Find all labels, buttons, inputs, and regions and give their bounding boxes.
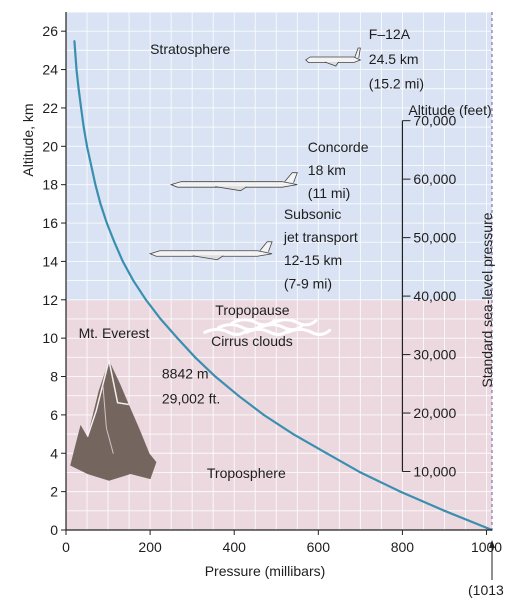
curve-point [237, 394, 240, 397]
curve-point [105, 222, 108, 224]
curve-point [121, 260, 124, 263]
aircraft-subsonic-jet-transport-fuselage [148, 250, 273, 257]
annotation-label: 29,002 ft. [162, 390, 220, 406]
curve-point [325, 452, 328, 455]
y-tick-label: 26 [42, 23, 58, 39]
annotation-label: Mt. Everest [79, 325, 150, 341]
aircraft-concorde-tail [284, 172, 298, 183]
y-tick-label: 18 [42, 177, 58, 193]
pressure-curve [73, 40, 493, 532]
illustrations [70, 47, 362, 481]
aircraft-f-12a-tail [354, 47, 361, 59]
annotation-label: (11 mi) [308, 185, 351, 201]
y-tick-label: 24 [42, 62, 58, 78]
aircraft-subsonic-jet-transport-wing [192, 255, 224, 261]
band-stratosphere [66, 12, 492, 300]
curve-point [292, 433, 294, 435]
annotation-label: Cirrus clouds [211, 333, 293, 349]
x-tick-label: 600 [307, 539, 331, 555]
x-tick-label: 400 [223, 539, 247, 555]
curve-point [73, 39, 76, 42]
y-tick-label: 6 [50, 407, 58, 423]
secondary-tick-label: 10,000 [413, 464, 456, 480]
annotation-label: F–12A [369, 26, 411, 42]
annotation-label: Stratosphere [150, 41, 230, 57]
curve-point [443, 510, 446, 512]
y-tick-label: 10 [42, 330, 58, 346]
curve-point [176, 337, 179, 339]
aircraft-concorde-fuselage [169, 181, 298, 188]
axes: 0 200 400 600 800 100002468101214161820222426… [42, 12, 502, 580]
annotation-label: 24.5 km [369, 51, 419, 67]
secondary-tick-label: 60,000 [413, 171, 456, 187]
annotation-label: (7-9 mi) [284, 275, 332, 291]
x-axis-note: (1013 [468, 582, 504, 598]
aircraft-subsonic-jet-transport-tail [259, 241, 273, 252]
annotation-label: 18 km [308, 162, 346, 178]
cirrus-cloud-stroke [272, 318, 318, 327]
secondary-tick-label: 50,000 [413, 230, 456, 246]
y-tick-label: 4 [50, 445, 58, 461]
secondary-tick-label: 40,000 [413, 288, 456, 304]
annotation-label: jet transport [283, 229, 358, 245]
curve-point [90, 164, 93, 167]
secondary-tick-label: 20,000 [413, 405, 456, 421]
cirrus-cloud-stroke [244, 327, 290, 336]
annotation-label: Concorde [308, 139, 369, 155]
cirrus-cloud-stroke [203, 327, 249, 336]
mountain-silhouette [70, 360, 157, 481]
x-tick-label: 200 [138, 539, 162, 555]
annotation-label: Troposphere [207, 465, 286, 481]
curve-point [359, 471, 362, 474]
y-tick-label: 0 [50, 522, 58, 538]
annotation-label: Subsonic [284, 206, 342, 222]
annotations: Stratosphere F–12A 24.5 km (15.2 mi) Concord… [79, 26, 424, 481]
curve-point [99, 203, 102, 205]
curve-point [113, 241, 116, 244]
y-tick-label: 16 [42, 215, 58, 231]
annotation-label: 8842 m [162, 365, 209, 381]
curve-point [132, 279, 135, 282]
y-axis-label: Altitude, km [20, 103, 36, 176]
pressure-curve-group [73, 39, 493, 532]
curve-point [77, 87, 80, 90]
curve-point [86, 145, 88, 148]
x-tick-label: 1000 [471, 539, 502, 555]
y-tick-label: 2 [50, 484, 58, 500]
annotation-label: (15.2 mi) [369, 76, 424, 92]
curve-point [82, 126, 85, 128]
mountain-ridge [102, 385, 114, 454]
y-tick-label: 14 [42, 253, 58, 269]
annotation-label: Tropopause [215, 302, 289, 318]
curve-point [262, 414, 265, 416]
aircraft-concorde-wing [215, 186, 248, 192]
aircraft-f-12a-fuselage [305, 56, 362, 63]
curve-point [214, 375, 217, 378]
annotation-label: 12-15 km [284, 252, 342, 268]
x-tick-label: 800 [391, 539, 415, 555]
curve-point [194, 356, 196, 359]
x-tick-label: 0 [62, 539, 70, 555]
curve-point [159, 318, 162, 320]
y-tick-label: 22 [42, 100, 58, 116]
cirrus-cloud-stroke [286, 327, 332, 336]
secondary-axis-title: Altitude (feet) [408, 102, 491, 118]
secondary-tick-label: 70,000 [413, 113, 456, 129]
secondary-tick-label: 30,000 [413, 347, 456, 363]
aircraft-f-12a-wing [324, 61, 339, 67]
standard-sea-level-pressure-label: Standard sea-level pressure [479, 212, 495, 387]
curve-point [399, 490, 402, 493]
curve-point [94, 183, 97, 186]
curve-point [80, 107, 82, 109]
sea-level-arrow-head [489, 540, 495, 548]
y-tick-label: 20 [42, 138, 58, 154]
y-tick-label: 12 [42, 292, 58, 308]
mountain-snow [86, 360, 129, 437]
curve-point [145, 298, 147, 301]
curve-point [75, 68, 78, 71]
x-axis-label: Pressure (millibars) [205, 563, 326, 579]
y-tick-label: 8 [50, 369, 58, 385]
